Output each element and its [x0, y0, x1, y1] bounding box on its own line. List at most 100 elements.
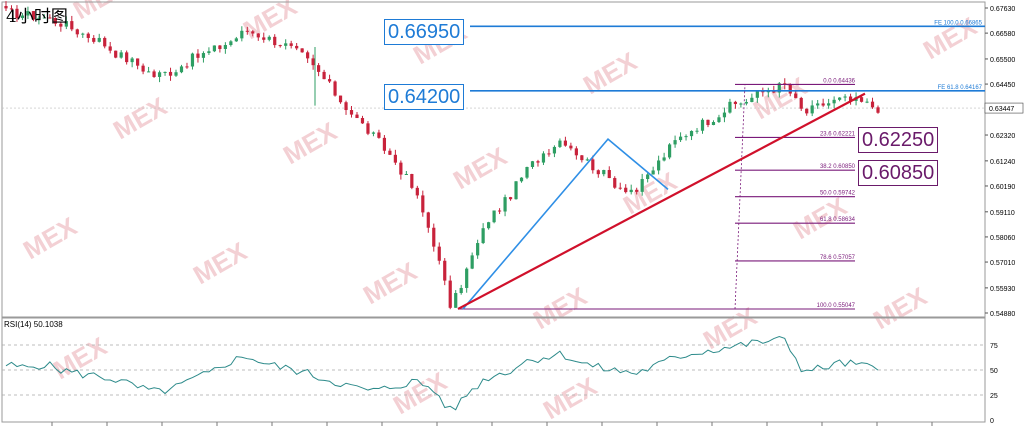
candle-body [530, 161, 535, 167]
candle-body [519, 177, 524, 182]
candle-body [876, 107, 880, 113]
candle-body [437, 246, 441, 261]
candle-body [9, 8, 14, 10]
candle-body [311, 58, 315, 66]
candle-body [64, 21, 68, 27]
candle-body [426, 212, 430, 228]
candle-body [256, 33, 260, 38]
candle-body [547, 153, 551, 155]
candle-body [761, 91, 765, 93]
fib-anchor-line [734, 84, 746, 310]
candle-body [722, 112, 727, 118]
candle-body [229, 41, 233, 46]
candle-body [465, 268, 469, 288]
candle-body [201, 53, 206, 58]
fib-label: 78.6 0.57057 [820, 255, 856, 261]
candle-body [487, 222, 491, 229]
candle-body [262, 37, 266, 40]
rsi-tick-label: 75 [990, 343, 998, 350]
candle-body [245, 30, 249, 32]
fib-label: 100.0 0.55047 [817, 303, 856, 309]
candle-body [454, 293, 458, 308]
candle-body [404, 173, 408, 175]
callout-062250: 0.62250 [858, 127, 939, 153]
candle-body [371, 132, 376, 134]
grid-lines [1, 1, 986, 423]
rsi-label: RSI(14) 50.1038 [4, 320, 63, 329]
candle-body [289, 43, 293, 46]
candle-body [838, 97, 842, 100]
candle-body [673, 140, 677, 145]
candle-body [492, 210, 496, 223]
candle-body [476, 243, 480, 256]
price-tick-label: 0.61240 [990, 159, 1015, 166]
fe-label: FE 61.8 0.64167 [938, 85, 983, 91]
rsi-tick-label: 50 [990, 368, 998, 375]
price-tick-label: 0.55930 [990, 286, 1015, 293]
candle-body [443, 260, 447, 281]
fib-label: 23.6 0.62221 [820, 131, 856, 137]
candle-body [273, 36, 277, 46]
candle-body [678, 136, 683, 141]
candle-body [744, 102, 748, 104]
chart-title: 4小时图 [6, 7, 68, 27]
candle-body [152, 71, 156, 77]
candle-body [772, 90, 776, 93]
candles [4, 1, 880, 310]
overlays: FE 100.0 0.66865 FE 61.8 0.64167 0.0 0.644… [457, 20, 985, 310]
candle-body [70, 21, 74, 30]
candle-body [635, 189, 639, 192]
callout-060850: 0.60850 [858, 160, 939, 186]
candle-body [130, 58, 134, 63]
candle-body [300, 48, 304, 53]
candle-body [240, 30, 244, 39]
price-tick-label: 0.57010 [990, 260, 1015, 267]
candle-body [646, 174, 650, 179]
candle-body [591, 159, 595, 171]
candle-body [497, 210, 502, 212]
candle-body [607, 170, 611, 179]
candle-body [805, 108, 809, 114]
candle-body [624, 187, 628, 193]
candle-body [306, 52, 310, 59]
candle-body [514, 181, 518, 200]
candle-body [536, 161, 540, 163]
candle-body [4, 6, 8, 9]
candle-body [168, 71, 173, 76]
candle-body [196, 53, 200, 58]
candle-body [799, 97, 803, 109]
callout-064200: 0.64200 [384, 84, 465, 110]
candle-body [508, 197, 513, 200]
rsi-line [5, 336, 879, 411]
candle-body [399, 162, 403, 175]
candle-body [48, 17, 52, 19]
candle-body [125, 52, 129, 63]
candle-body [251, 31, 255, 34]
candle-body [470, 255, 474, 269]
candle-body [37, 17, 41, 20]
fib-label: 0.0 0.64436 [823, 78, 855, 84]
candle-body [31, 11, 36, 20]
candle-body [667, 144, 672, 158]
candle-body [366, 123, 370, 134]
candle-body [525, 166, 529, 178]
candle-body [657, 160, 661, 171]
candle-body [569, 145, 573, 149]
candle-body [629, 189, 633, 193]
candle-body [602, 170, 606, 175]
candle-body [711, 122, 716, 126]
axes: 0.67630 0.66580 0.65500 0.64450 0.63447 0.623… [51, 6, 1024, 426]
price-panel-frame [1, 1, 986, 318]
candle-body [218, 45, 222, 49]
candle-body [503, 197, 507, 212]
candle-body [185, 66, 189, 68]
candle-body [651, 170, 655, 175]
candle-body [295, 45, 299, 49]
candle-body [42, 17, 46, 19]
candle-body [146, 71, 151, 73]
candle-body [794, 93, 798, 98]
candle-body [755, 91, 759, 98]
candle-body [338, 95, 343, 103]
price-tick-label: 0.64450 [990, 82, 1015, 89]
